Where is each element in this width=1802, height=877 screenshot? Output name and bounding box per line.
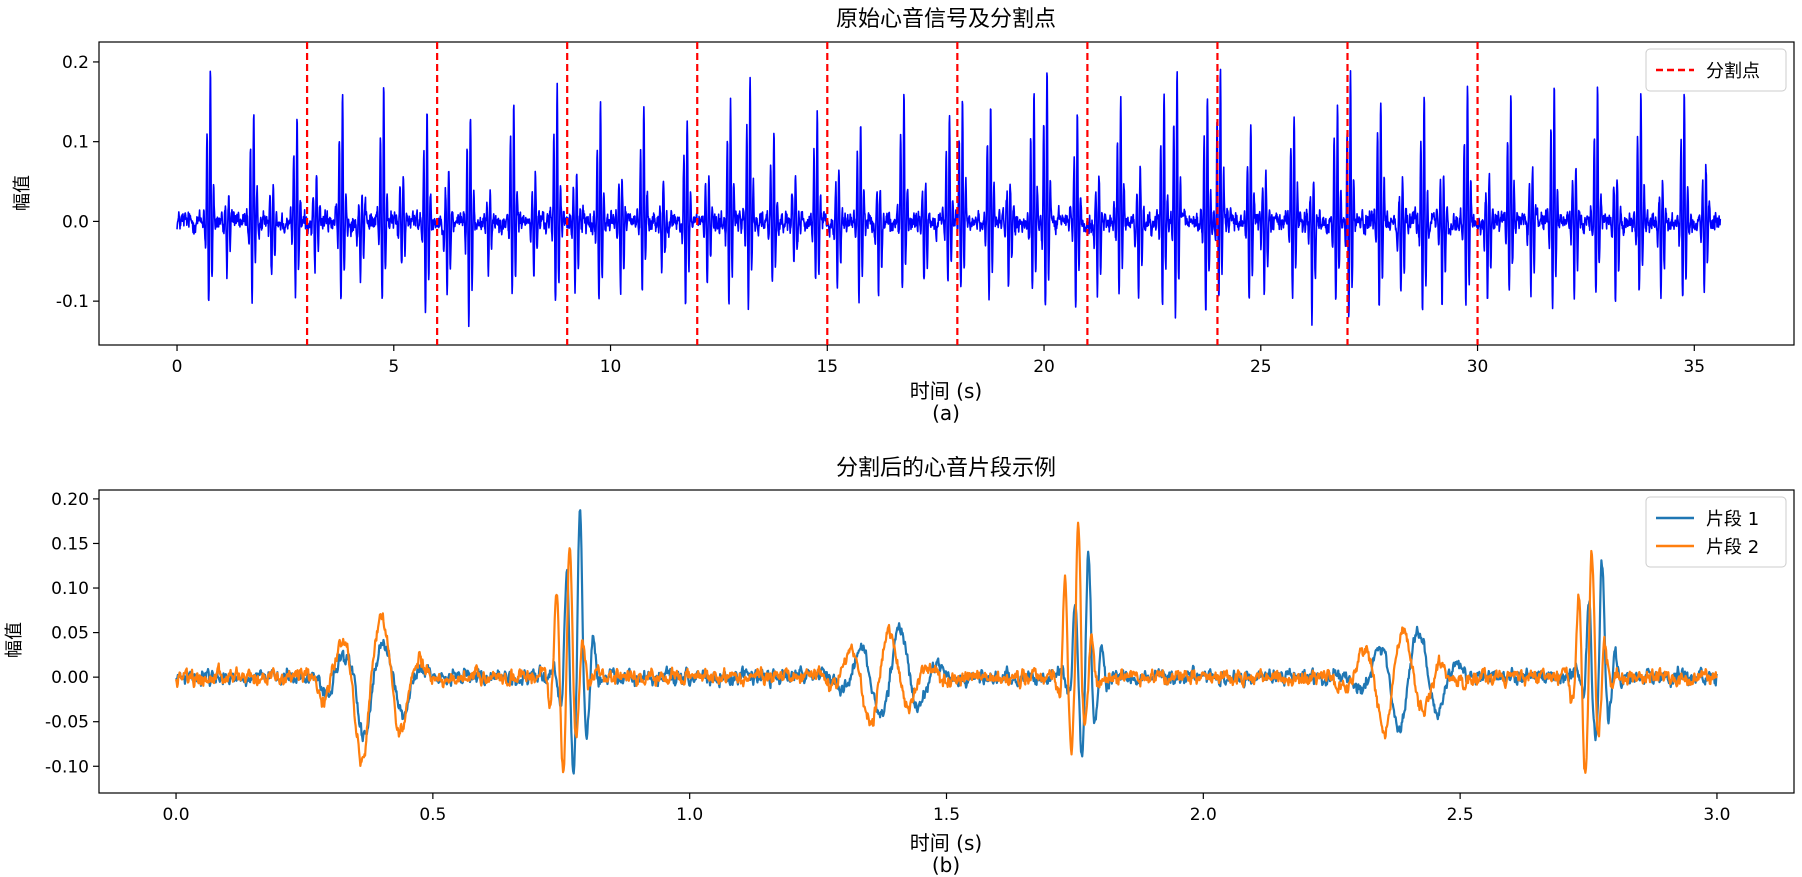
x-tick-label-b: 0.0 <box>163 805 190 825</box>
subplot-a: 原始心音信号及分割点 时间 (s) (a) 幅值 0 5 10 15 20 25 30 35 -… <box>12 7 1795 425</box>
series-line-b-0 <box>175 509 1718 775</box>
legend-a <box>1645 48 1787 92</box>
x-tick-label-b: 2.5 <box>1447 805 1474 825</box>
y-axis-label-b: 幅值 <box>4 622 25 658</box>
legend-label-a: 分割点 <box>1706 61 1760 82</box>
x-tick-label-a: 10 <box>600 357 622 377</box>
caption-a: (a) <box>932 401 960 425</box>
x-tick-label-b: 1.5 <box>933 805 960 825</box>
y-tick-label-b: 0.10 <box>51 579 89 599</box>
y-tick-label-b: 0.00 <box>51 668 89 688</box>
plot-area-b <box>174 509 1718 775</box>
y-tick-label-a: 0.0 <box>62 212 89 232</box>
x-tick-label-a: 20 <box>1033 357 1055 377</box>
x-axis-label-b: 时间 (s) <box>910 831 982 855</box>
x-tick-label-b: 2.0 <box>1190 805 1217 825</box>
x-tick-label-a: 0 <box>172 357 183 377</box>
chart-title-a: 原始心音信号及分割点 <box>836 7 1056 32</box>
x-tick-label-a: 35 <box>1683 357 1705 377</box>
y-tick-label-b: -0.05 <box>45 713 89 733</box>
x-tick-label-b: 3.0 <box>1703 805 1730 825</box>
caption-b: (b) <box>932 853 960 877</box>
x-tick-label-a: 5 <box>388 357 399 377</box>
x-tick-label-b: 0.5 <box>419 805 446 825</box>
y-tick-label-a: -0.1 <box>56 292 89 312</box>
legend-label-b: 片段 1 <box>1706 509 1759 530</box>
y-tick-label-a: 0.2 <box>62 53 89 73</box>
y-tick-label-b: 0.15 <box>51 534 89 554</box>
y-tick-label-b: 0.20 <box>51 490 89 510</box>
legend-label-b: 片段 2 <box>1706 537 1759 558</box>
y-axis-label-a: 幅值 <box>12 175 33 211</box>
legend-b <box>1645 496 1787 568</box>
series-line-b-1 <box>174 521 1718 774</box>
y-tick-label-b: 0.05 <box>51 624 89 644</box>
subplot-b: 分割后的心音片段示例 时间 (s) (b) 幅值 0.0 0.5 1.0 1.5 2.0… <box>4 456 1795 877</box>
x-tick-label-a: 25 <box>1250 357 1272 377</box>
plot-frame-b <box>98 489 1795 794</box>
chart-title-b: 分割后的心音片段示例 <box>836 456 1056 481</box>
x-tick-label-a: 30 <box>1467 357 1489 377</box>
y-tick-label-a: 0.1 <box>62 133 89 153</box>
y-tick-label-b: -0.10 <box>45 757 89 777</box>
plot-frame-a <box>98 41 1795 346</box>
x-tick-label-a: 15 <box>816 357 838 377</box>
x-tick-label-b: 1.0 <box>676 805 703 825</box>
series-line-a-0 <box>176 68 1722 328</box>
x-axis-label-a: 时间 (s) <box>910 379 982 403</box>
plot-area-a <box>176 42 1722 345</box>
